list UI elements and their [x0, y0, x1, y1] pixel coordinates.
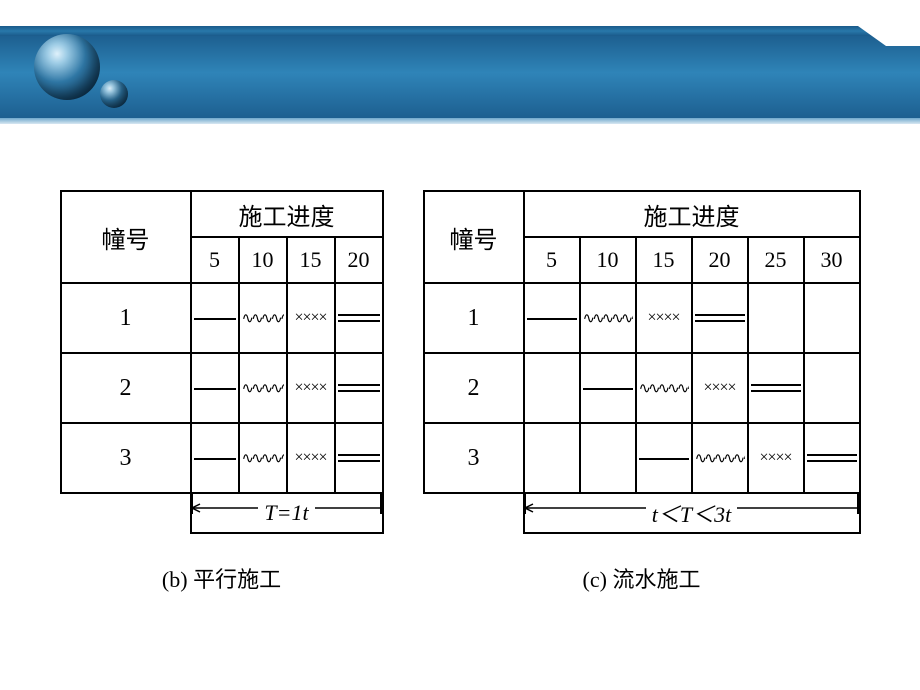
- tick-label: 20: [692, 237, 748, 283]
- bar-empty: [804, 353, 860, 423]
- tick-label: 5: [524, 237, 580, 283]
- bar-double: [335, 283, 383, 353]
- category-label: 2: [61, 353, 191, 423]
- bar-solid: [636, 423, 692, 493]
- bar-double: [335, 423, 383, 493]
- table-row: 3 ∿∿∿∿∿∿ ××××: [424, 423, 860, 493]
- bar-double: [335, 353, 383, 423]
- category-label: 3: [424, 423, 524, 493]
- category-label: 3: [61, 423, 191, 493]
- header-corner-accent: [858, 26, 920, 46]
- table-row: 1 ∿∿∿∿∿∿ ××××: [424, 283, 860, 353]
- sphere-icon-large: [34, 34, 100, 100]
- diagram-b-table: 幢号 施工进度 5 10 15 20 1 ∿∿∿∿∿ ×××× 2 ∿∿∿∿∿ …: [60, 190, 384, 534]
- sphere-icon-small: [100, 80, 128, 108]
- diagram-c-formula: t＜T＜3t: [646, 502, 737, 527]
- tick-label: 25: [748, 237, 804, 283]
- bar-empty: [580, 423, 636, 493]
- table-row: 2 ∿∿∿∿∿ ××××: [61, 353, 383, 423]
- bar-double: [748, 353, 804, 423]
- bar-double: [692, 283, 748, 353]
- category-label: 1: [424, 283, 524, 353]
- bar-xxxx: ××××: [287, 423, 335, 493]
- bar-empty: [524, 353, 580, 423]
- table-row: 1 ∿∿∿∿∿ ××××: [61, 283, 383, 353]
- diagram-c-table: 幢号 施工进度 5 10 15 20 25 30 1 ∿∿∿∿∿∿ ××××: [423, 190, 861, 534]
- tick-label: 15: [636, 237, 692, 283]
- diagram-b-progress-header: 施工进度: [191, 191, 383, 237]
- tick-label: 30: [804, 237, 860, 283]
- bar-xxxx: ××××: [636, 283, 692, 353]
- bar-solid: [191, 353, 239, 423]
- bar-empty: [524, 423, 580, 493]
- table-row: 2 ∿∿∿∿∿∿ ××××: [424, 353, 860, 423]
- diagram-c-row-header: 幢号: [424, 191, 524, 283]
- diagram-b-formula: T=1t: [258, 500, 314, 525]
- bar-wave: ∿∿∿∿∿∿: [636, 353, 692, 423]
- bar-solid: [191, 423, 239, 493]
- bar-wave: ∿∿∿∿∿: [239, 423, 287, 493]
- header-band-bottom: [0, 118, 920, 124]
- bar-wave: ∿∿∿∿∿∿: [692, 423, 748, 493]
- bar-wave: ∿∿∿∿∿∿: [580, 283, 636, 353]
- bar-wave: ∿∿∿∿∿: [239, 283, 287, 353]
- bar-xxxx: ××××: [287, 353, 335, 423]
- bar-solid: [191, 283, 239, 353]
- header-band-top: [0, 26, 920, 36]
- bar-double: [804, 423, 860, 493]
- bar-xxxx: ××××: [748, 423, 804, 493]
- diagram-c: 幢号 施工进度 5 10 15 20 25 30 1 ∿∿∿∿∿∿ ××××: [423, 190, 861, 594]
- diagram-b: 幢号 施工进度 5 10 15 20 1 ∿∿∿∿∿ ×××× 2 ∿∿∿∿∿ …: [60, 190, 384, 594]
- bar-xxxx: ××××: [287, 283, 335, 353]
- bar-wave: ∿∿∿∿∿: [239, 353, 287, 423]
- diagram-c-progress-header: 施工进度: [524, 191, 860, 237]
- tick-label: 15: [287, 237, 335, 283]
- diagram-b-row-header: 幢号: [61, 191, 191, 283]
- bar-solid: [524, 283, 580, 353]
- bar-xxxx: ××××: [692, 353, 748, 423]
- bar-empty: [804, 283, 860, 353]
- table-row: 3 ∿∿∿∿∿ ××××: [61, 423, 383, 493]
- diagram-c-formula-row: t＜T＜3t: [424, 493, 860, 533]
- diagram-b-caption: (b) 平行施工: [162, 562, 281, 594]
- content-area: 幢号 施工进度 5 10 15 20 1 ∿∿∿∿∿ ×××× 2 ∿∿∿∿∿ …: [0, 190, 920, 594]
- diagram-c-caption: (c) 流水施工: [583, 562, 701, 594]
- tick-label: 20: [335, 237, 383, 283]
- tick-label: 5: [191, 237, 239, 283]
- category-label: 2: [424, 353, 524, 423]
- bar-empty: [748, 283, 804, 353]
- diagram-b-formula-row: T=1t: [61, 493, 383, 533]
- tick-label: 10: [580, 237, 636, 283]
- bar-solid: [580, 353, 636, 423]
- tick-label: 10: [239, 237, 287, 283]
- category-label: 1: [61, 283, 191, 353]
- header-band-main: [0, 36, 920, 118]
